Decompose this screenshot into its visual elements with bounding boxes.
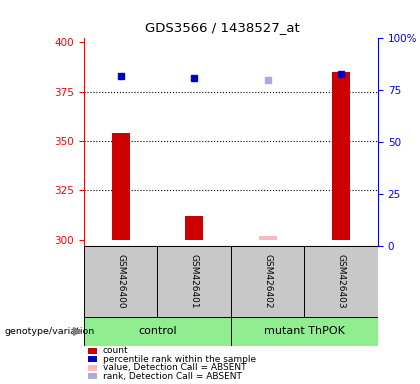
Text: rank, Detection Call = ABSENT: rank, Detection Call = ABSENT xyxy=(103,372,242,381)
Bar xyxy=(158,246,231,317)
Text: GSM426402: GSM426402 xyxy=(263,254,272,308)
Bar xyxy=(185,216,203,240)
Text: genotype/variation: genotype/variation xyxy=(4,327,94,336)
Text: percentile rank within the sample: percentile rank within the sample xyxy=(103,355,256,364)
Text: count: count xyxy=(103,346,129,356)
Bar xyxy=(84,317,231,346)
Text: control: control xyxy=(138,326,177,336)
Text: GSM426400: GSM426400 xyxy=(116,254,125,309)
Text: mutant ThPOK: mutant ThPOK xyxy=(264,326,345,336)
Bar xyxy=(304,246,378,317)
Text: GDS3566 / 1438527_at: GDS3566 / 1438527_at xyxy=(145,21,300,34)
Text: value, Detection Call = ABSENT: value, Detection Call = ABSENT xyxy=(103,363,247,372)
Text: GSM426401: GSM426401 xyxy=(190,254,199,309)
Text: GSM426403: GSM426403 xyxy=(337,254,346,309)
Bar xyxy=(231,246,304,317)
Bar xyxy=(231,317,378,346)
Polygon shape xyxy=(74,328,81,335)
Bar xyxy=(332,72,350,240)
Bar xyxy=(112,133,130,240)
Bar xyxy=(84,246,158,317)
Bar xyxy=(259,236,277,240)
